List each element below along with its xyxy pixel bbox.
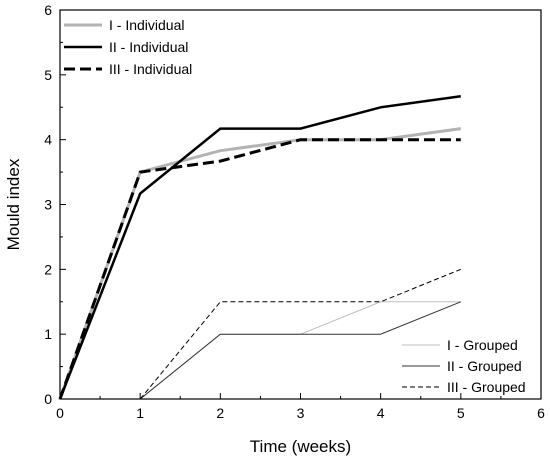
y-tick-label: 5 — [44, 67, 52, 83]
x-axis-label: Time (weeks) — [250, 437, 351, 456]
series-line-iii-grouped — [139, 268, 461, 400]
legend-label-iii-individual: III - Individual — [109, 61, 192, 77]
legend-individual: I - Individual II - Individual III - Indiv… — [64, 17, 192, 77]
x-tick-label: 3 — [297, 405, 305, 421]
y-axis-label: Mould index — [4, 158, 23, 250]
y-tick-label: 6 — [44, 2, 52, 18]
y-tick-label: 3 — [44, 197, 52, 213]
x-tick-label: 5 — [457, 405, 465, 421]
series-line-iii-individual — [58, 138, 461, 400]
series-line-i-grouped — [139, 301, 461, 400]
legend-label-ii-grouped: II - Grouped — [447, 358, 522, 374]
series-line-ii-grouped — [139, 301, 461, 400]
legend-grouped: I - Grouped II - Grouped III - Grouped — [402, 337, 526, 395]
x-tick-label: 4 — [377, 405, 385, 421]
x-tick-label: 1 — [136, 405, 144, 421]
x-tick-label: 2 — [216, 405, 224, 421]
tick-labels: 0 1 2 3 4 5 6 0 1 2 3 4 5 6 — [44, 2, 545, 421]
legend-label-i-grouped: I - Grouped — [447, 337, 518, 353]
legend-label-i-individual: I - Individual — [109, 17, 184, 33]
legend-label-iii-grouped: III - Grouped — [447, 379, 526, 395]
y-tick-label: 0 — [44, 391, 52, 407]
y-tick-label: 4 — [44, 132, 52, 148]
x-tick-label: 6 — [537, 405, 545, 421]
data-series — [58, 94, 462, 400]
axis-ticks — [59, 9, 542, 400]
y-tick-label: 1 — [44, 326, 52, 342]
series-line-ii-individual — [58, 94, 461, 400]
x-tick-label: 0 — [56, 405, 64, 421]
y-tick-label: 2 — [44, 261, 52, 277]
legend-label-ii-individual: II - Individual — [109, 39, 188, 55]
series-line-i-individual — [58, 127, 462, 400]
